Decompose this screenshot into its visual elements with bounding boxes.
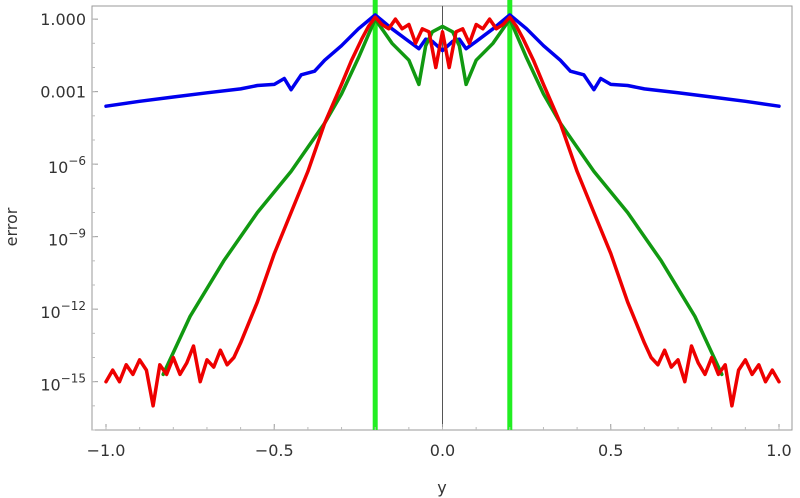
- x-tick-label-4: 1.0: [766, 441, 791, 460]
- series-line-1: [161, 17, 724, 377]
- series-layer: [104, 13, 781, 408]
- x-tick-label-0: −1.0: [87, 441, 126, 460]
- x-ticks: −1.0 −0.5 0.0 0.5 1.0: [87, 424, 792, 460]
- x-tick-label-2: 0.0: [430, 441, 455, 460]
- y-tick-label-0: 1.000: [40, 10, 86, 29]
- x-axis-label: y: [437, 478, 446, 497]
- y-tick-label-3: 10−9: [48, 227, 86, 250]
- y-tick-label-1: 0.001: [40, 83, 86, 102]
- y-tick-label-5: 10−15: [40, 372, 86, 395]
- y-tick-label-2: 10−6: [48, 154, 86, 177]
- series-line-2: [104, 15, 781, 408]
- x-tick-label-3: 0.5: [598, 441, 623, 460]
- y-ticks: 1.000 0.001 10−6 10−9 10−12 10−15: [40, 10, 98, 431]
- y-axis-label: error: [2, 207, 21, 246]
- y-tick-label-4: 10−12: [40, 299, 86, 322]
- x-tick-label-1: −0.5: [255, 441, 294, 460]
- series-line-0: [104, 13, 781, 108]
- vertical-markers: [372, 0, 513, 430]
